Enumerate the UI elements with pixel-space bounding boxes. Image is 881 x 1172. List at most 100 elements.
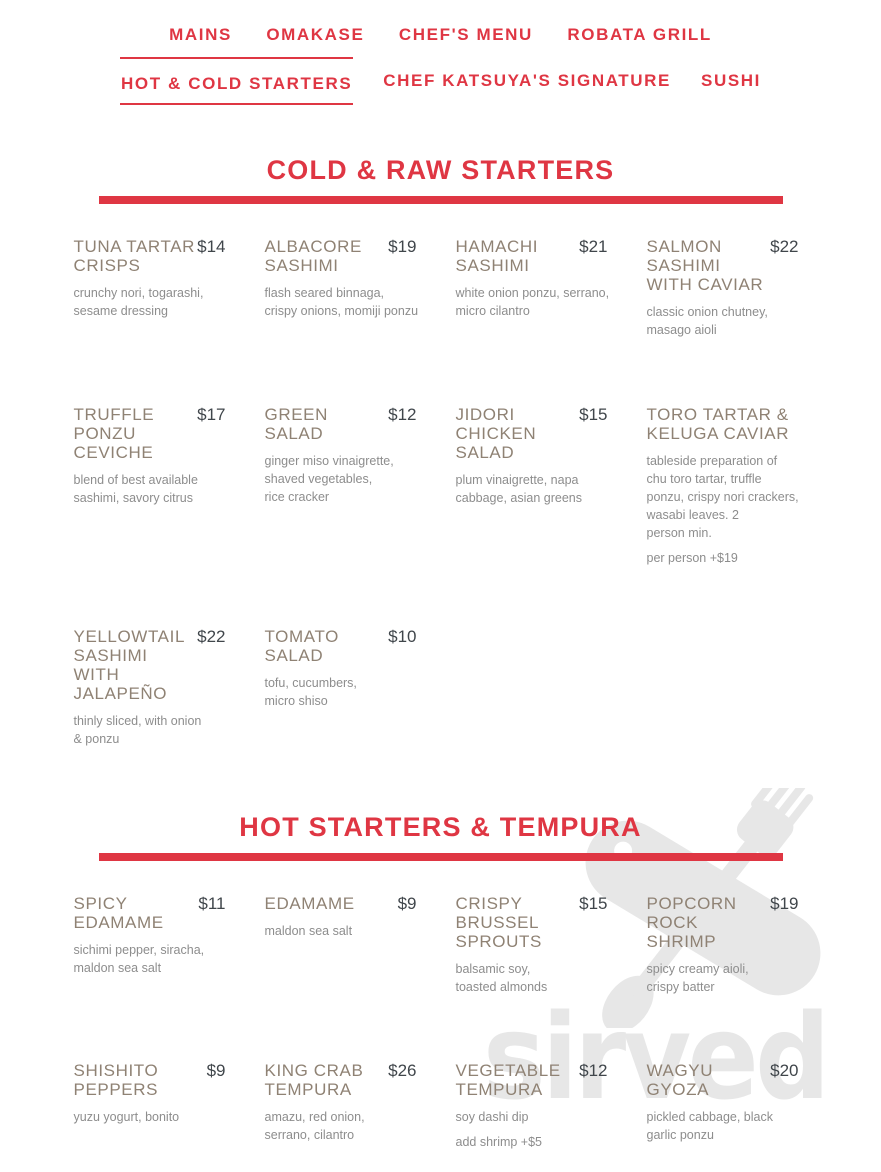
item-description: amazu, red onion, serrano, cilantro xyxy=(264,1110,365,1142)
item-head: EDAMAME $9 xyxy=(265,894,426,913)
menu-item-king-crab-tempura: KING CRAB TEMPURA $26 amazu, red onion, … xyxy=(265,1061,426,1144)
item-price: $22 xyxy=(197,627,226,646)
menu-item-crispy-brussel-sprouts: CRISPY BRUSSEL SPROUTS $15 balsamic soy,… xyxy=(456,894,617,996)
item-description: balsamic soy, toasted almonds xyxy=(455,962,548,994)
menu-item-salmon-sashimi-with-caviar: SALMON SASHIMI WITH CAVIAR $22 classic o… xyxy=(647,237,808,339)
menu-item-wagyu-gyoza: WAGYU GYOZA $20 pickled cabbage, black g… xyxy=(647,1061,808,1144)
item-head: JIDORI CHICKEN SALAD $15 xyxy=(456,405,617,462)
item-head: TUNA TARTAR CRISPS $14 xyxy=(74,237,235,275)
item-description: yuzu yogurt, bonito xyxy=(73,1110,180,1124)
tab-hot-cold-starters-active[interactable]: HOT & COLD STARTERS xyxy=(120,57,354,105)
item-head: CRISPY BRUSSEL SPROUTS $15 xyxy=(456,894,617,951)
item-price: $26 xyxy=(388,1061,417,1080)
tab-chef-katsuyas-signature[interactable]: CHEF KATSUYA'S SIGNATURE xyxy=(383,71,671,90)
item-name: VEGETABLE TEMPURA xyxy=(455,1061,561,1099)
item-name: HAMACHI SASHIMI xyxy=(455,237,539,275)
item-name: TORO TARTAR & KELUGA CAVIAR xyxy=(646,405,790,443)
item-description: crunchy nori, togarashi, sesame dressing xyxy=(73,286,204,318)
menu-item-edamame: EDAMAME $9 maldon sea salt xyxy=(265,894,426,940)
item-description: sichimi pepper, siracha, maldon sea salt xyxy=(73,943,205,975)
tab-sushi[interactable]: SUSHI xyxy=(701,71,761,90)
item-head: YELLOWTAIL SASHIMI WITH JALAPEÑO $22 xyxy=(74,627,235,703)
sirved-watermark: sirved xyxy=(483,780,881,1126)
item-price: $10 xyxy=(388,627,417,646)
item-head: WAGYU GYOZA $20 xyxy=(647,1061,808,1099)
item-price: $12 xyxy=(579,1061,608,1080)
item-name: ALBACORE SASHIMI xyxy=(264,237,362,275)
menu-item-green-salad: GREEN SALAD $12 ginger miso vinaigrette,… xyxy=(265,405,426,506)
section-title: HOT STARTERS & TEMPURA xyxy=(239,812,642,842)
menu-item-jidori-chicken-salad: JIDORI CHICKEN SALAD $15 plum vinaigrett… xyxy=(456,405,617,507)
item-name: TOMATO SALAD xyxy=(264,627,339,665)
menu-tabs-row-2: HOT & COLD STARTERS CHEF KATSUYA'S SIGNA… xyxy=(74,57,808,105)
menu-item-popcorn-rock-shrimp: POPCORN ROCK SHRIMP $19 spicy creamy aio… xyxy=(647,894,808,996)
item-head: VEGETABLE TEMPURA $12 xyxy=(456,1061,617,1099)
menu-page: MAINS OMAKASE CHEF'S MENU ROBATA GRILL H… xyxy=(74,0,808,1151)
fork-spoon-logo-icon xyxy=(585,788,821,1028)
cold-raw-starters-grid: TUNA TARTAR CRISPS $14 crunchy nori, tog… xyxy=(74,237,808,748)
item-description: maldon sea salt xyxy=(264,924,353,938)
item-price: $15 xyxy=(579,405,608,424)
item-price: $9 xyxy=(206,1061,226,1080)
item-name: SPICY EDAMAME xyxy=(73,894,164,932)
item-description: soy dashi dip xyxy=(455,1110,529,1124)
item-name: KING CRAB TEMPURA xyxy=(264,1061,364,1099)
hot-starters-tempura-grid: SPICY EDAMAME $11 sichimi pepper, sirach… xyxy=(74,894,808,1151)
menu-tabs-nav: MAINS OMAKASE CHEF'S MENU ROBATA GRILL H… xyxy=(74,16,808,105)
item-price: $15 xyxy=(579,894,608,913)
item-price: $19 xyxy=(770,894,799,913)
menu-item-truffle-ponzu-ceviche: TRUFFLE PONZU CEVICHE $17 blend of best … xyxy=(74,405,235,507)
menu-item-vegetable-tempura: VEGETABLE TEMPURA $12 soy dashi dip add … xyxy=(456,1061,617,1151)
menu-item-toro-tartar-keluga-caviar: TORO TARTAR & KELUGA CAVIAR tableside pr… xyxy=(647,405,808,567)
section-hot-starters-tempura: HOT STARTERS & TEMPURA SPICY EDAMAME $11… xyxy=(74,814,808,1151)
item-name: CRISPY BRUSSEL SPROUTS xyxy=(455,894,542,951)
item-description: white onion ponzu, serrano, micro cilant… xyxy=(455,286,610,318)
menu-tabs-row-1: MAINS OMAKASE CHEF'S MENU ROBATA GRILL xyxy=(74,16,808,54)
item-head: SHISHITO PEPPERS $9 xyxy=(74,1061,235,1099)
tab-mains[interactable]: MAINS xyxy=(169,25,232,44)
item-name: SALMON SASHIMI WITH CAVIAR xyxy=(646,237,764,294)
item-name: POPCORN ROCK SHRIMP xyxy=(646,894,737,951)
item-price: $12 xyxy=(388,405,417,424)
section-title: COLD & RAW STARTERS xyxy=(266,155,615,185)
item-head: SPICY EDAMAME $11 xyxy=(74,894,235,932)
menu-item-yellowtail-sashimi-with-jalapeno: YELLOWTAIL SASHIMI WITH JALAPEÑO $22 thi… xyxy=(74,627,235,748)
item-name: GREEN SALAD xyxy=(264,405,328,443)
item-head: TORO TARTAR & KELUGA CAVIAR xyxy=(647,405,808,443)
item-head: TRUFFLE PONZU CEVICHE $17 xyxy=(74,405,235,462)
item-price: $9 xyxy=(397,894,417,913)
item-head: SALMON SASHIMI WITH CAVIAR $22 xyxy=(647,237,808,294)
menu-item-shishito-peppers: SHISHITO PEPPERS $9 yuzu yogurt, bonito xyxy=(74,1061,235,1126)
item-head: GREEN SALAD $12 xyxy=(265,405,426,443)
item-description: tableside preparation of chu toro tartar… xyxy=(646,454,799,540)
watermark-brand-text: sirved xyxy=(483,988,830,1126)
item-head: ALBACORE SASHIMI $19 xyxy=(265,237,426,275)
item-description: spicy creamy aioli, crispy batter xyxy=(646,962,749,994)
section-cold-raw-starters: COLD & RAW STARTERS TUNA TARTAR CRISPS $… xyxy=(74,157,808,748)
section-rule-bar xyxy=(98,853,783,861)
item-head: KING CRAB TEMPURA $26 xyxy=(265,1061,426,1099)
item-price: $11 xyxy=(198,894,226,913)
tab-robata-grill[interactable]: ROBATA GRILL xyxy=(567,25,712,44)
item-description: classic onion chutney, masago aioli xyxy=(646,305,768,337)
item-description: pickled cabbage, black garlic ponzu xyxy=(646,1110,773,1142)
item-description: ginger miso vinaigrette, shaved vegetabl… xyxy=(264,454,394,504)
item-name: WAGYU GYOZA xyxy=(646,1061,714,1099)
item-description: tofu, cucumbers, micro shiso xyxy=(264,676,357,708)
tab-chefs-menu[interactable]: CHEF'S MENU xyxy=(398,25,533,44)
item-price: $17 xyxy=(197,405,226,424)
item-note: per person +$19 xyxy=(646,551,738,565)
menu-item-tuna-tartar-crisps: TUNA TARTAR CRISPS $14 crunchy nori, tog… xyxy=(74,237,235,320)
item-head: POPCORN ROCK SHRIMP $19 xyxy=(647,894,808,951)
item-price: $22 xyxy=(770,237,799,256)
item-head: TOMATO SALAD $10 xyxy=(265,627,426,665)
item-name: YELLOWTAIL SASHIMI WITH JALAPEÑO xyxy=(73,627,185,703)
menu-item-hamachi-sashimi: HAMACHI SASHIMI $21 white onion ponzu, s… xyxy=(456,237,617,320)
item-name: JIDORI CHICKEN SALAD xyxy=(455,405,537,462)
item-head: HAMACHI SASHIMI $21 xyxy=(456,237,617,275)
tab-omakase[interactable]: OMAKASE xyxy=(266,25,365,44)
item-name: EDAMAME xyxy=(264,894,355,913)
item-description: plum vinaigrette, napa cabbage, asian gr… xyxy=(455,473,582,505)
menu-item-albacore-sashimi: ALBACORE SASHIMI $19 flash seared binnag… xyxy=(265,237,426,320)
menu-item-spicy-edamame: SPICY EDAMAME $11 sichimi pepper, sirach… xyxy=(74,894,235,977)
